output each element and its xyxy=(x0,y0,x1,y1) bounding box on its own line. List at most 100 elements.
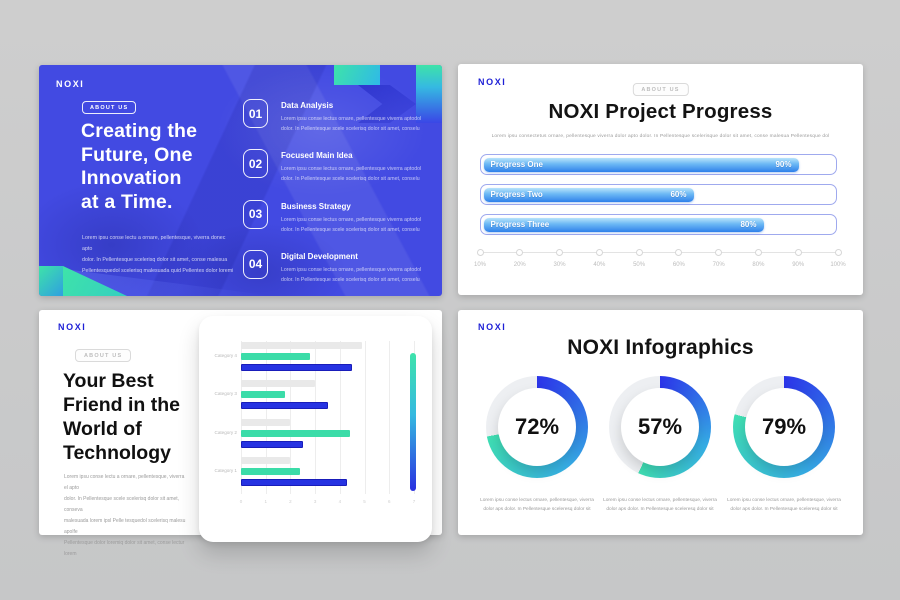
bar-bar_green xyxy=(241,391,286,399)
item-text: Focused Main Idea Lorem ipsu conse lectu… xyxy=(281,149,421,184)
scale-tick-label: 70% xyxy=(712,262,725,268)
scale-tick-label: 80% xyxy=(752,262,765,268)
item-title: Focused Main Idea xyxy=(281,151,353,161)
caption-line: dolor aps dolor. In Pellentesque scelere… xyxy=(606,507,714,513)
noxi-logo: NOXI xyxy=(478,77,507,87)
body-line: Lorem ipsu conse lectu a ornare, pellent… xyxy=(64,474,185,491)
donut-chart: 57% xyxy=(609,376,711,478)
body-line: dolor. In Pellentesque scelerisq dolor s… xyxy=(82,256,228,263)
progress-scale: 10% 20% 30% 40% 50% 60% 70% 80% 90% 100% xyxy=(474,246,846,278)
noxi-logo: NOXI xyxy=(58,322,87,332)
scale-dot-icon xyxy=(516,249,524,256)
category-label: Category 1 xyxy=(214,468,237,474)
item-line: dolor. In Pellentesque scele scelerisq d… xyxy=(281,226,420,233)
bar-bar_blue xyxy=(241,402,328,410)
item-text: Business Strategy Lorem ipsu conse lectu… xyxy=(281,200,421,235)
slide-body-text: Lorem ipsu conse lectu a ornare, pellent… xyxy=(82,233,234,276)
donut-caption: Lorem ipsu conse lectus ornare, pellente… xyxy=(587,496,733,514)
item-text: Digital Development Lorem ipsu conse lec… xyxy=(281,250,421,285)
donut-percentage: 57% xyxy=(637,414,683,439)
item-text: Data Analysis Lorem ipsu conse lectus or… xyxy=(281,99,421,134)
item-line: Lorem ipsu conse lectus ornare, pellente… xyxy=(281,216,422,223)
noxi-logo: NOXI xyxy=(478,322,507,332)
corner-decoration-top xyxy=(334,65,380,85)
bar-group: Category 4 xyxy=(215,342,414,375)
bar-bar_green xyxy=(241,429,350,437)
body-line: dolor. In Pellentesque scele scelerisq d… xyxy=(64,496,180,513)
scale-tick-label: 50% xyxy=(633,262,646,268)
about-us-badge: ABOUT US xyxy=(632,83,689,96)
donut-percentage: 79% xyxy=(761,414,807,439)
grid-line xyxy=(389,341,391,494)
title-line: Your Best xyxy=(63,370,154,392)
body-line: lorem xyxy=(64,551,77,557)
list-item: 03 Business Strategy Lorem ipsu conse le… xyxy=(243,199,433,235)
x-axis-tick: 5 xyxy=(363,499,366,504)
bar-group: Category 1 xyxy=(215,457,414,490)
x-axis-tick: 4 xyxy=(338,499,342,504)
progress-label: Progress One xyxy=(490,160,543,169)
body-line: malesuada lorem ipsl Pelle tesquedol sce… xyxy=(64,518,186,535)
list-item: 01 Data Analysis Lorem ipsu conse lectus… xyxy=(243,99,433,134)
grid-line xyxy=(265,341,267,494)
bar-bar_green xyxy=(241,468,301,476)
bar-group: Category 2 xyxy=(215,418,414,452)
corner-decoration-top-right xyxy=(416,65,442,123)
donut-caption: Lorem ipsu conse lectus ornare, pellente… xyxy=(711,496,857,514)
scale-tick-label: 60% xyxy=(672,262,685,268)
title-line: at a Time. xyxy=(81,190,173,213)
donut-chart: 79% xyxy=(733,376,835,478)
bar-group: Category 3 xyxy=(215,380,414,413)
category-label: Category 2 xyxy=(214,429,237,435)
category-label: Category 4 xyxy=(214,353,237,358)
bar-chart-plot: Category 4 Category 3 Category 2 Category 1… xyxy=(215,341,415,504)
slide-infographics[interactable]: NOXI NOXI Infographics 72% 57% 79% Lorem… xyxy=(458,310,863,535)
bar-bar_gray xyxy=(241,418,291,426)
donut-center: 79% xyxy=(745,388,823,466)
item-line: Lorem ipsu conse lectus ornare, pellente… xyxy=(281,166,422,173)
slide-title: NOXI Infographics xyxy=(567,336,754,359)
item-number-badge: 01 xyxy=(243,99,268,128)
grid-line xyxy=(364,341,366,494)
item-number-badge: 03 xyxy=(243,199,268,229)
progress-value: 80% xyxy=(740,220,757,229)
body-line: Pellentesquedol scelerisq malesuada quid… xyxy=(82,267,234,274)
progress-bar-fill: Progress Two 60% xyxy=(483,187,694,202)
scale-dot-icon xyxy=(556,249,564,256)
scale-dot-icon xyxy=(754,249,762,256)
donut-chart: 72% xyxy=(486,376,588,478)
progress-bar-track: Progress Two 60% xyxy=(480,184,837,205)
scale-tick-label: 100% xyxy=(830,262,846,268)
item-title: Digital Development xyxy=(281,251,358,261)
scale-dot-icon xyxy=(476,249,484,256)
slide-about-us-blue[interactable]: NOXI ABOUT US Creating the Future, One I… xyxy=(39,65,442,296)
title-line: World of xyxy=(63,418,142,440)
slide-bar-chart[interactable]: NOXI ABOUT US Your Best Friend in the Wo… xyxy=(39,310,442,557)
body-line: Pellentesque dolor loremiq dolor sit ame… xyxy=(64,540,185,546)
bar-bar_blue xyxy=(241,364,353,371)
x-axis-tick: 6 xyxy=(388,499,391,504)
list-item: 04 Digital Development Lorem ipsu conse … xyxy=(243,249,433,285)
item-line: Lorem ipsu conse lectus ornare, pellente… xyxy=(281,116,422,122)
slide-subtitle: Lorem ipsu consectetus ornare, pellentes… xyxy=(491,134,830,139)
slide-title: Creating the Future, One Innovation at a… xyxy=(81,120,251,214)
x-axis-tick: 2 xyxy=(289,499,292,504)
scale-tick-label: 10% xyxy=(473,262,486,268)
noxi-logo: NOXI xyxy=(56,79,85,89)
caption-line: Lorem ipsu conse lectus ornare, pellente… xyxy=(480,498,594,503)
progress-label: Progress Three xyxy=(490,220,550,229)
bar-bar_gray xyxy=(241,457,291,465)
gradient-accent-strip xyxy=(410,353,416,491)
progress-bar-list: Progress One 90% Progress Two 60% Progre… xyxy=(480,154,837,244)
item-title: Business Strategy xyxy=(281,201,351,211)
donut-center: 72% xyxy=(498,388,576,466)
scale-tick-label: 40% xyxy=(593,262,606,268)
slide-project-progress[interactable]: NOXI ABOUT US NOXI Project Progress Lore… xyxy=(458,64,863,295)
scale-dot-icon xyxy=(794,249,802,256)
bar-bar_blue xyxy=(241,479,348,487)
x-axis-tick: 3 xyxy=(313,499,317,504)
grid-line xyxy=(290,341,292,494)
x-axis-tick: 7 xyxy=(412,499,416,504)
donut-caption: Lorem ipsu conse lectus ornare, pellente… xyxy=(464,496,610,514)
title-line: Friend in the xyxy=(63,394,180,416)
